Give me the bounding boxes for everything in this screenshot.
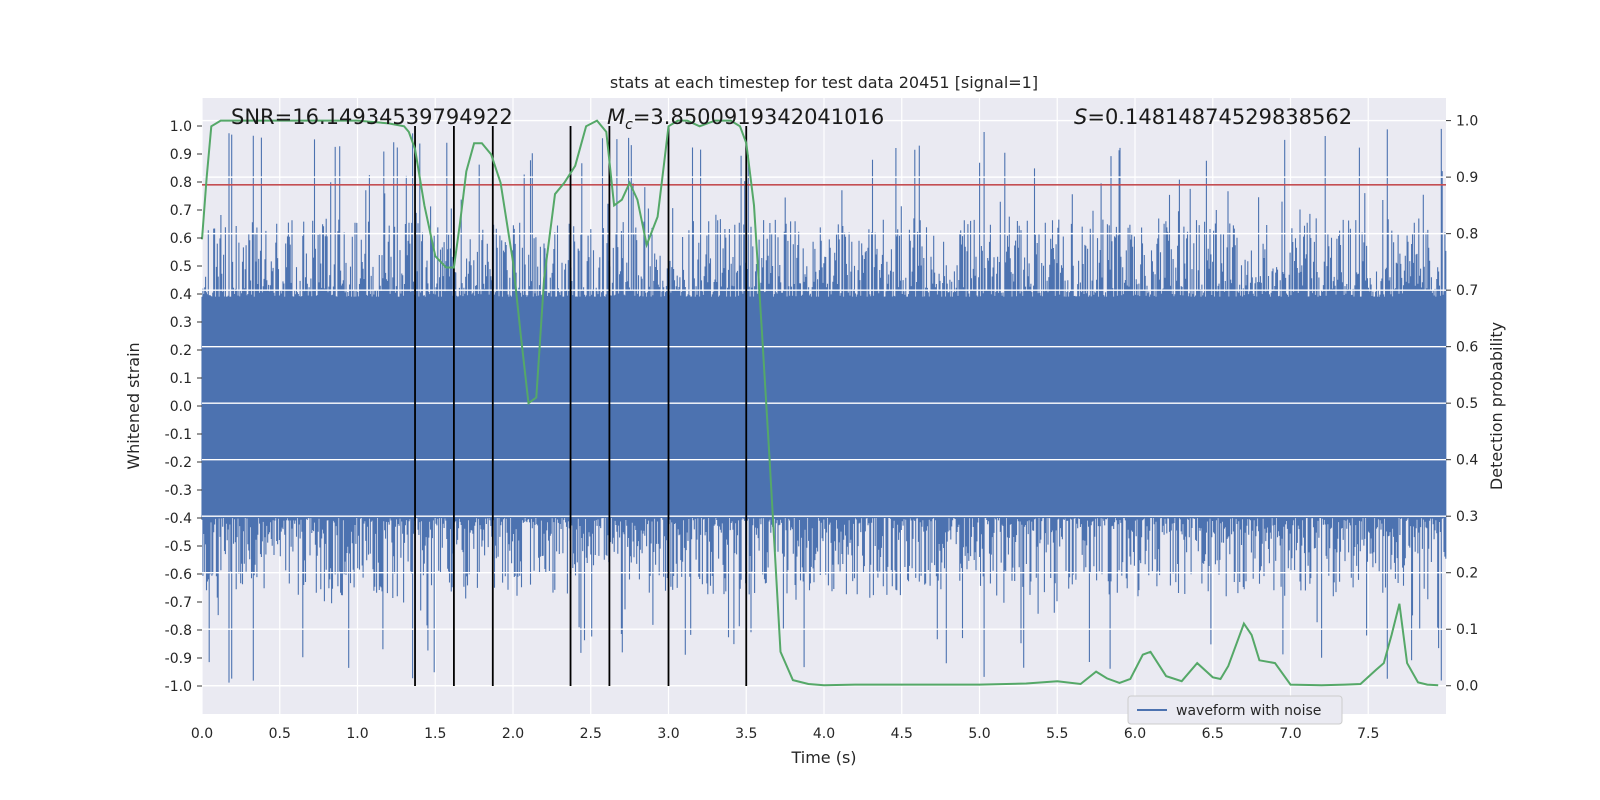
right-y-axis-label: Detection probability xyxy=(1487,322,1506,490)
s-symbol: S xyxy=(1074,105,1087,129)
x-tick-label: 5.0 xyxy=(968,726,990,742)
left-y-tick-label: -0.4 xyxy=(165,511,192,527)
right-y-tick-label: 0.0 xyxy=(1456,679,1478,695)
x-tick-labels: 0.0 0.5 1.0 1.5 2.0 2.5 3.0 3.5 4.0 4.5 5.0 5.5 6.0 6… xyxy=(191,726,1380,742)
x-tick-label: 3.5 xyxy=(735,726,757,742)
right-y-tick-label: 0.3 xyxy=(1456,509,1478,525)
x-tick-label: 1.5 xyxy=(424,726,446,742)
left-y-tick-label: 0.8 xyxy=(170,175,192,191)
x-tick-label: 7.0 xyxy=(1279,726,1301,742)
left-y-tick-label: -0.7 xyxy=(165,595,192,611)
chirp-mass-symbol: M xyxy=(607,105,625,129)
x-tick-label: 6.0 xyxy=(1124,726,1146,742)
left-y-tick-labels: 1.0 0.9 0.8 0.7 0.6 0.5 0.4 0.3 0.2 0.1 0.0 -0.1 -0.… xyxy=(165,119,202,695)
x-tick-label: 3.0 xyxy=(657,726,679,742)
right-y-tick-label: 0.1 xyxy=(1456,622,1478,638)
waveform-trace xyxy=(201,128,1447,683)
left-y-tick-label: 0.1 xyxy=(170,371,192,387)
left-y-tick-label: -1.0 xyxy=(165,679,192,695)
right-y-tick-label: 0.2 xyxy=(1456,566,1478,582)
x-tick-label: 0.0 xyxy=(191,726,213,742)
x-tick-label: 2.5 xyxy=(580,726,602,742)
right-y-tick-label: 1.0 xyxy=(1456,114,1478,130)
waveform-series xyxy=(201,128,1447,683)
left-y-axis-label: Whitened strain xyxy=(124,342,143,469)
left-y-tick-label: -0.1 xyxy=(165,427,192,443)
right-y-tick-label: 0.7 xyxy=(1456,283,1478,299)
left-y-tick-label: -0.3 xyxy=(165,483,192,499)
chirp-mass-value: =3.8500919342041016 xyxy=(633,105,884,129)
left-y-tick-label: -0.5 xyxy=(165,539,192,555)
right-y-tick-label: 0.5 xyxy=(1456,396,1478,412)
left-y-tick-label: 0.4 xyxy=(170,287,192,303)
left-y-tick-label: -0.8 xyxy=(165,623,192,639)
right-y-tick-label: 0.8 xyxy=(1456,227,1478,243)
vertical-markers xyxy=(414,126,748,686)
left-y-tick-label: -0.9 xyxy=(165,651,192,667)
legend-box xyxy=(1127,695,1343,725)
chart-title: stats at each timestep for test data 204… xyxy=(610,73,1038,92)
left-y-tick-label: 1.0 xyxy=(170,119,192,135)
x-tick-label: 6.5 xyxy=(1202,726,1224,742)
x-tick-label: 0.5 xyxy=(269,726,291,742)
x-tick-label: 5.5 xyxy=(1046,726,1068,742)
x-axis-label: Time (s) xyxy=(790,748,856,767)
x-tick-label: 4.5 xyxy=(891,726,913,742)
left-y-tick-label: 0.7 xyxy=(170,203,192,219)
snr-annotation: SNR=16.14934539794922 xyxy=(231,105,513,129)
legend: waveform with noise xyxy=(1127,695,1343,725)
s-value: =0.14814874529838562 xyxy=(1087,105,1352,129)
x-tick-label: 1.0 xyxy=(346,726,368,742)
left-y-tick-label: 0.5 xyxy=(170,259,192,275)
right-y-tick-label: 0.4 xyxy=(1456,453,1478,469)
left-y-tick-label: 0.6 xyxy=(170,231,192,247)
right-y-tick-label: 0.6 xyxy=(1456,340,1478,356)
left-y-tick-label: 0.9 xyxy=(170,147,192,163)
chirp-mass-annotation: Mc=3.8500919342041016 xyxy=(607,105,884,133)
chirp-mass-subscript: c xyxy=(625,117,633,133)
left-y-tick-label: 0.0 xyxy=(170,399,192,415)
detection-probability-line xyxy=(201,119,1439,687)
x-tick-label: 4.0 xyxy=(813,726,835,742)
right-y-tick-labels: 1.0 0.9 0.8 0.7 0.6 0.5 0.4 0.3 0.2 0.1 0.0 xyxy=(1446,114,1478,695)
s-annotation: S=0.14814874529838562 xyxy=(1074,105,1352,129)
left-y-tick-label: -0.6 xyxy=(165,567,192,583)
x-tick-label: 2.0 xyxy=(502,726,524,742)
left-y-tick-label: 0.2 xyxy=(170,343,192,359)
y-gridlines xyxy=(202,119,1446,687)
left-y-tick-label: -0.2 xyxy=(165,455,192,471)
right-y-tick-label: 0.9 xyxy=(1456,170,1478,186)
left-y-tick-label: 0.3 xyxy=(170,315,192,331)
legend-label: waveform with noise xyxy=(1176,703,1321,719)
x-tick-label: 7.5 xyxy=(1357,726,1379,742)
